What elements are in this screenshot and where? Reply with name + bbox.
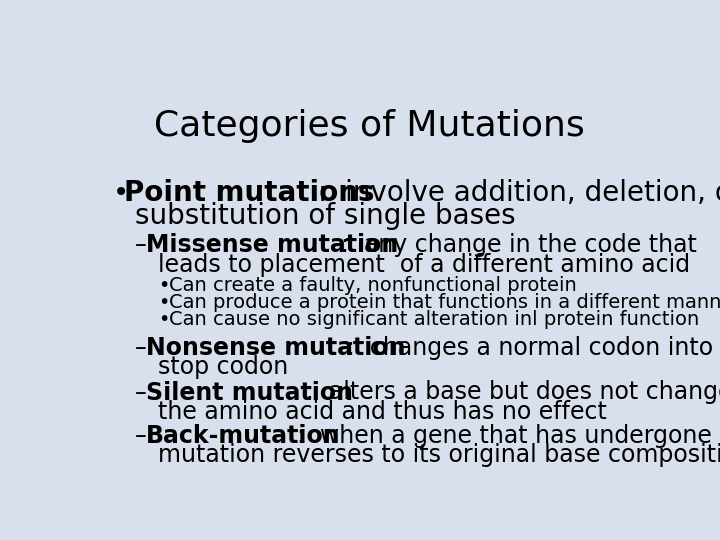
Text: •: • xyxy=(158,309,170,329)
Text: Categories of Mutations: Categories of Mutations xyxy=(153,110,585,144)
Text: mutation reverses to its original base composition: mutation reverses to its original base c… xyxy=(158,443,720,467)
Text: stop codon: stop codon xyxy=(158,355,289,379)
Text: :  when a gene that has undergone: : when a gene that has undergone xyxy=(297,423,711,448)
Text: –: – xyxy=(135,336,147,360)
Text: the amino acid and thus has no effect: the amino acid and thus has no effect xyxy=(158,400,607,424)
Text: Silent mutation: Silent mutation xyxy=(145,381,353,404)
Text: –: – xyxy=(135,423,147,448)
Text: Can cause no significant alteration inl protein function: Can cause no significant alteration inl … xyxy=(169,309,699,329)
Text: Can produce a protein that functions in a different manner: Can produce a protein that functions in … xyxy=(169,293,720,312)
Text: Missense mutation: Missense mutation xyxy=(145,233,398,256)
Text: •: • xyxy=(158,276,170,295)
Text: Point mutations: Point mutations xyxy=(124,179,374,207)
Text: :  alters a base but does not change: : alters a base but does not change xyxy=(306,381,720,404)
Text: Can create a faulty, nonfunctional protein: Can create a faulty, nonfunctional prote… xyxy=(169,276,577,295)
Text: :  involve addition, deletion, or: : involve addition, deletion, or xyxy=(318,179,720,207)
Text: •: • xyxy=(113,179,130,207)
Text: :  any change in the code that: : any change in the code that xyxy=(341,233,697,256)
Text: :  changes a normal codon into a: : changes a normal codon into a xyxy=(347,336,720,360)
Text: Back-mutation: Back-mutation xyxy=(145,423,341,448)
Text: Nonsense mutation: Nonsense mutation xyxy=(145,336,405,360)
Text: –: – xyxy=(135,233,147,256)
Text: •: • xyxy=(158,293,170,312)
Text: leads to placement  of a different amino acid: leads to placement of a different amino … xyxy=(158,253,690,276)
Text: substitution of single bases: substitution of single bases xyxy=(135,202,516,230)
Text: –: – xyxy=(135,381,147,404)
